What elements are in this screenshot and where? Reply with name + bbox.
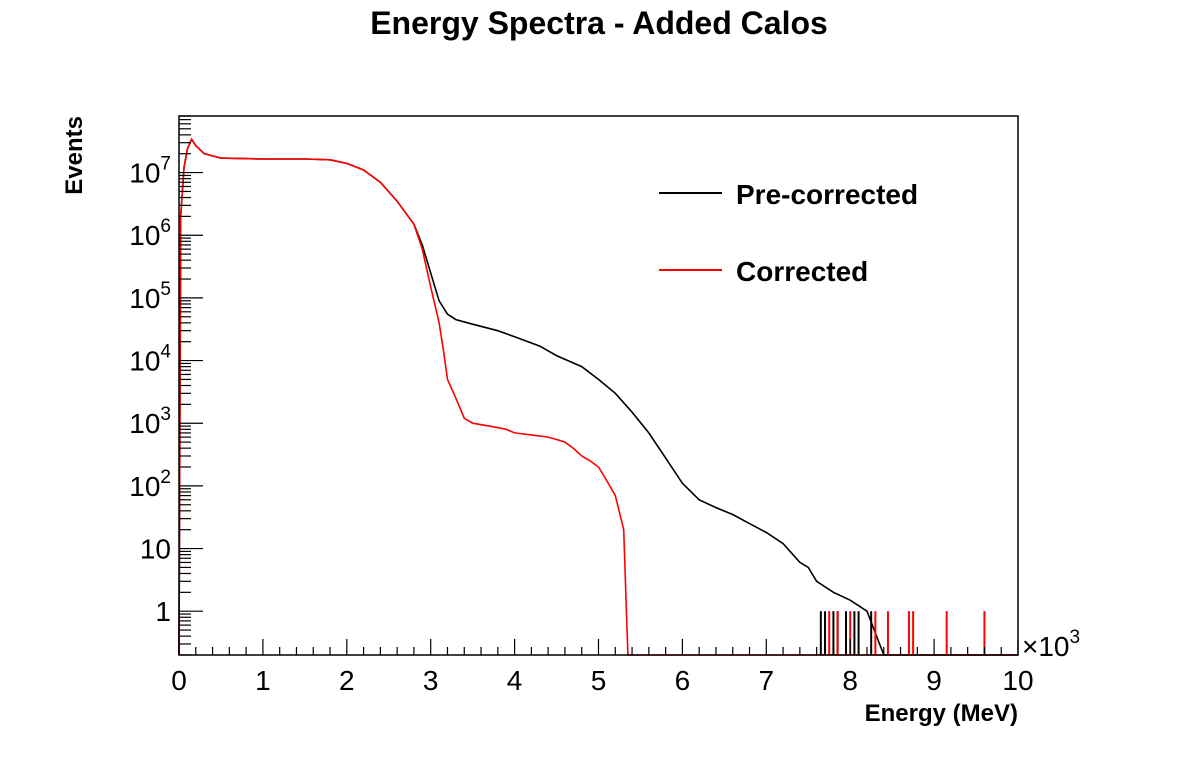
y-tick-label: 103 bbox=[129, 404, 171, 439]
x-tick-labels: 0 1 2 3 4 5 6 7 8 9 10 bbox=[171, 665, 1033, 696]
x-tick-label: 0 bbox=[171, 665, 187, 696]
y-tick-base: 10 bbox=[140, 534, 171, 565]
y-tick-label: 106 bbox=[129, 216, 171, 251]
x-tick-label: 4 bbox=[507, 665, 523, 696]
y-tick-base: 10 bbox=[129, 283, 160, 314]
y-tick-label: 105 bbox=[129, 279, 171, 314]
y-tick-label: 104 bbox=[129, 342, 171, 377]
series-corrected bbox=[178, 137, 1018, 656]
y-tick-base: 10 bbox=[129, 158, 160, 189]
x-multiplier: ×103 bbox=[1022, 627, 1080, 662]
x-multiplier-base: ×10 bbox=[1022, 631, 1070, 662]
y-tick-base: 10 bbox=[129, 220, 160, 251]
y-tick-label: 102 bbox=[129, 467, 171, 502]
y-tick-exp: 4 bbox=[160, 342, 171, 363]
y-tick-base: 10 bbox=[129, 471, 160, 502]
legend: Pre-corrected Corrected bbox=[659, 179, 918, 287]
legend-label-pre-corrected: Pre-corrected bbox=[736, 179, 918, 210]
series-layer bbox=[178, 137, 1018, 656]
x-tick-label: 8 bbox=[842, 665, 858, 696]
y-tick-exp: 5 bbox=[160, 279, 171, 300]
ticks-layer bbox=[178, 115, 1019, 656]
y-tick-base: 10 bbox=[129, 346, 160, 377]
y-tick-base: 10 bbox=[129, 408, 160, 439]
x-tick-label: 6 bbox=[675, 665, 691, 696]
x-tick-label: 1 bbox=[255, 665, 271, 696]
y-axis-title: Events bbox=[61, 116, 88, 195]
chart-title: Energy Spectra - Added Calos bbox=[370, 5, 828, 41]
y-tick-label: 107 bbox=[129, 154, 171, 189]
legend-label-corrected: Corrected bbox=[736, 256, 868, 287]
y-tick-base: 1 bbox=[155, 596, 171, 627]
y-tick-exp: 2 bbox=[160, 467, 171, 488]
y-tick-label: 10 bbox=[140, 534, 171, 565]
x-multiplier-exp: 3 bbox=[1070, 627, 1081, 648]
y-tick-exp: 7 bbox=[160, 154, 171, 175]
x-tick-label: 10 bbox=[1002, 665, 1033, 696]
y-tick-exp: 6 bbox=[160, 216, 171, 237]
series-pre-corrected bbox=[178, 137, 1018, 656]
y-tick-label: 1 bbox=[155, 596, 171, 627]
x-tick-label: 7 bbox=[759, 665, 775, 696]
x-tick-label: 3 bbox=[423, 665, 439, 696]
y-tick-exp: 3 bbox=[160, 404, 171, 425]
x-axis-title: Energy (MeV) bbox=[865, 700, 1018, 727]
x-tick-label: 9 bbox=[926, 665, 942, 696]
x-tick-label: 5 bbox=[591, 665, 607, 696]
x-tick-label: 2 bbox=[339, 665, 355, 696]
